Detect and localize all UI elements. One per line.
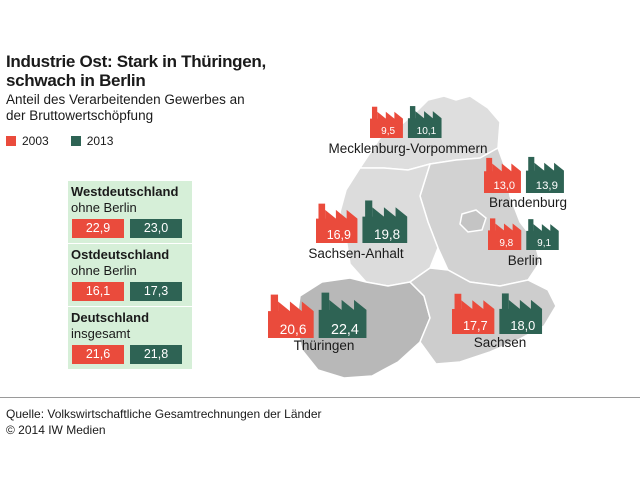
factory-2013-0: 10,1 [407, 106, 442, 138]
source-text: Quelle: Volkswirtschaftliche Gesamtrechn… [6, 407, 322, 421]
factory-2003-4: 20,6 [268, 294, 314, 338]
panel-value-2003: 22,9 [72, 219, 124, 238]
state-label-2: Sachsen-Anhalt [308, 246, 404, 261]
factory-2003-2: 16,9 [316, 203, 358, 243]
legend-swatch-2013 [70, 136, 81, 146]
factory-2013-5: 18,0 [499, 293, 543, 334]
factory-2013-4-label: 22,4 [331, 322, 359, 338]
factory-2013-1: 13,9 [525, 156, 564, 193]
state-label-4: Thüringen [294, 338, 355, 353]
legend-item-2013: 2013 [70, 134, 114, 148]
panel-subheading: ohne Berlin [71, 263, 137, 278]
state-label-1: Brandenburg [489, 195, 567, 210]
factory-2013-3-label: 9,1 [537, 238, 551, 249]
panel-value-2013: 23,0 [130, 219, 182, 238]
panel-heading: Deutschland [71, 310, 150, 325]
panel-heading: Ostdeutschland [71, 247, 170, 262]
copyright-text: © 2014 IW Medien [6, 423, 106, 437]
source-note: Quelle: Volkswirtschaftliche Gesamtrechn… [6, 406, 322, 438]
factory-2003-0-label: 9,5 [381, 126, 395, 137]
panel-ostdeutschland: Ostdeutschland ohne Berlin 16,1 17,3 [68, 244, 192, 306]
state-label-0: Mecklenburg-Vorpommern [328, 141, 487, 156]
legend: 2003 2013 [6, 134, 113, 148]
footer-divider [0, 397, 640, 398]
map-east-germany: 9,5 10,1 Mecklenburg-Vorpommern 13,0 13,9 Bra… [268, 95, 567, 379]
factory-2013-1-label: 13,9 [536, 180, 558, 192]
factory-2003-3-label: 9,8 [499, 238, 513, 249]
panel-westdeutschland: Westdeutschland ohne Berlin 22,9 23,0 [68, 181, 192, 243]
factory-2003-1: 13,0 [484, 157, 521, 193]
panel-deutschland: Deutschland insgesamt 21,6 21,8 [68, 307, 192, 369]
chart-subtitle: Anteil des Verarbeitenden Gewerbes an de… [6, 92, 245, 123]
panel-value-2013: 21,8 [130, 345, 182, 364]
factory-2003-5: 17,7 [452, 293, 495, 334]
factory-2013-5-label: 18,0 [510, 318, 535, 333]
legend-label-2003: 2003 [22, 134, 49, 148]
chart-title: Industrie Ost: Stark in Thüringen, schwa… [6, 52, 266, 90]
panel-heading: Westdeutschland [71, 184, 179, 199]
legend-swatch-2003 [6, 136, 16, 146]
factory-2013-4: 22,4 [318, 292, 367, 338]
panel-value-2003: 16,1 [72, 282, 124, 301]
factory-2013-2: 19,8 [362, 200, 408, 243]
factory-2003-0: 9,5 [370, 106, 403, 138]
state-label-5: Sachsen [474, 335, 527, 350]
factory-2013-2-label: 19,8 [374, 227, 400, 242]
factory-2003-4-label: 20,6 [280, 322, 307, 337]
legend-label-2013: 2013 [86, 134, 114, 148]
factory-2013-0-label: 10,1 [417, 126, 437, 137]
panel-value-2003: 21,6 [72, 345, 124, 364]
factory-2013-3: 9,1 [526, 219, 559, 250]
factory-2003-2-label: 16,9 [327, 228, 351, 242]
state-label-3: Berlin [508, 253, 543, 268]
panel-subheading: ohne Berlin [71, 200, 137, 215]
factory-2003-1-label: 13,0 [494, 180, 516, 192]
panel-subheading: insgesamt [71, 326, 131, 341]
panel-value-2013: 17,3 [130, 282, 182, 301]
legend-item-2003: 2003 [6, 134, 49, 148]
map-region-berlin [459, 209, 487, 233]
factory-2003-3: 9,8 [488, 218, 522, 250]
factory-2003-5-label: 17,7 [463, 319, 488, 333]
